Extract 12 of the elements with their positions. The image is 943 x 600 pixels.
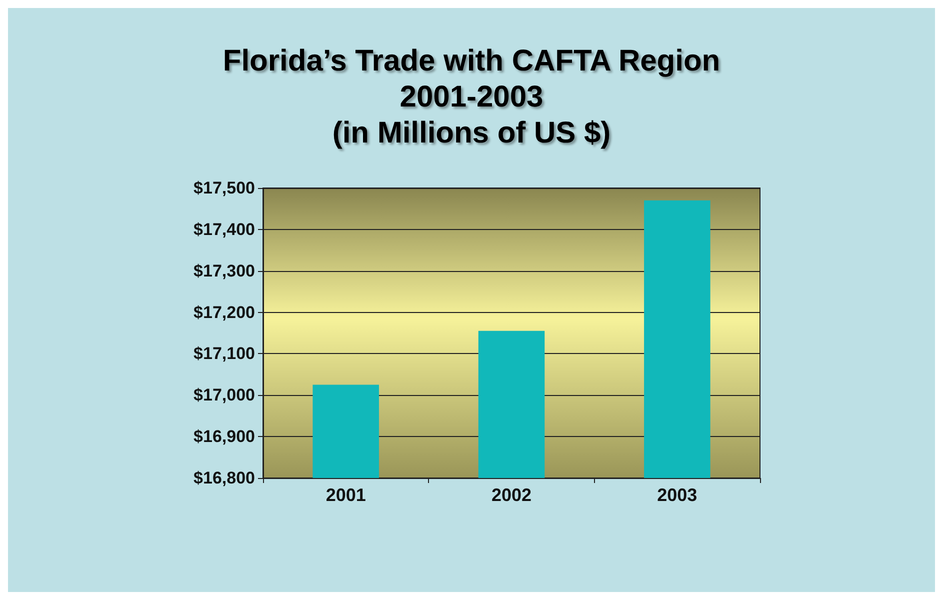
chart-title: Florida’s Trade with CAFTA Region 2001-2003 (in Millions of US $)	[222, 44, 720, 150]
x-tick-label: 2002	[491, 485, 532, 505]
y-tick-label: $17,300	[194, 261, 255, 280]
y-tick-label: $17,400	[194, 220, 255, 239]
y-tick-label: $16,900	[194, 427, 255, 446]
y-tick-label: $16,800	[194, 468, 255, 488]
x-tick-label: 2003	[657, 485, 698, 505]
y-tick-label: $17,200	[194, 302, 255, 322]
y-tick-label: $17,500	[194, 178, 255, 198]
y-tick-label: $17,100	[194, 344, 255, 364]
x-tick-label: 2001	[326, 485, 366, 505]
y-tick-label: $17,000	[194, 386, 255, 405]
